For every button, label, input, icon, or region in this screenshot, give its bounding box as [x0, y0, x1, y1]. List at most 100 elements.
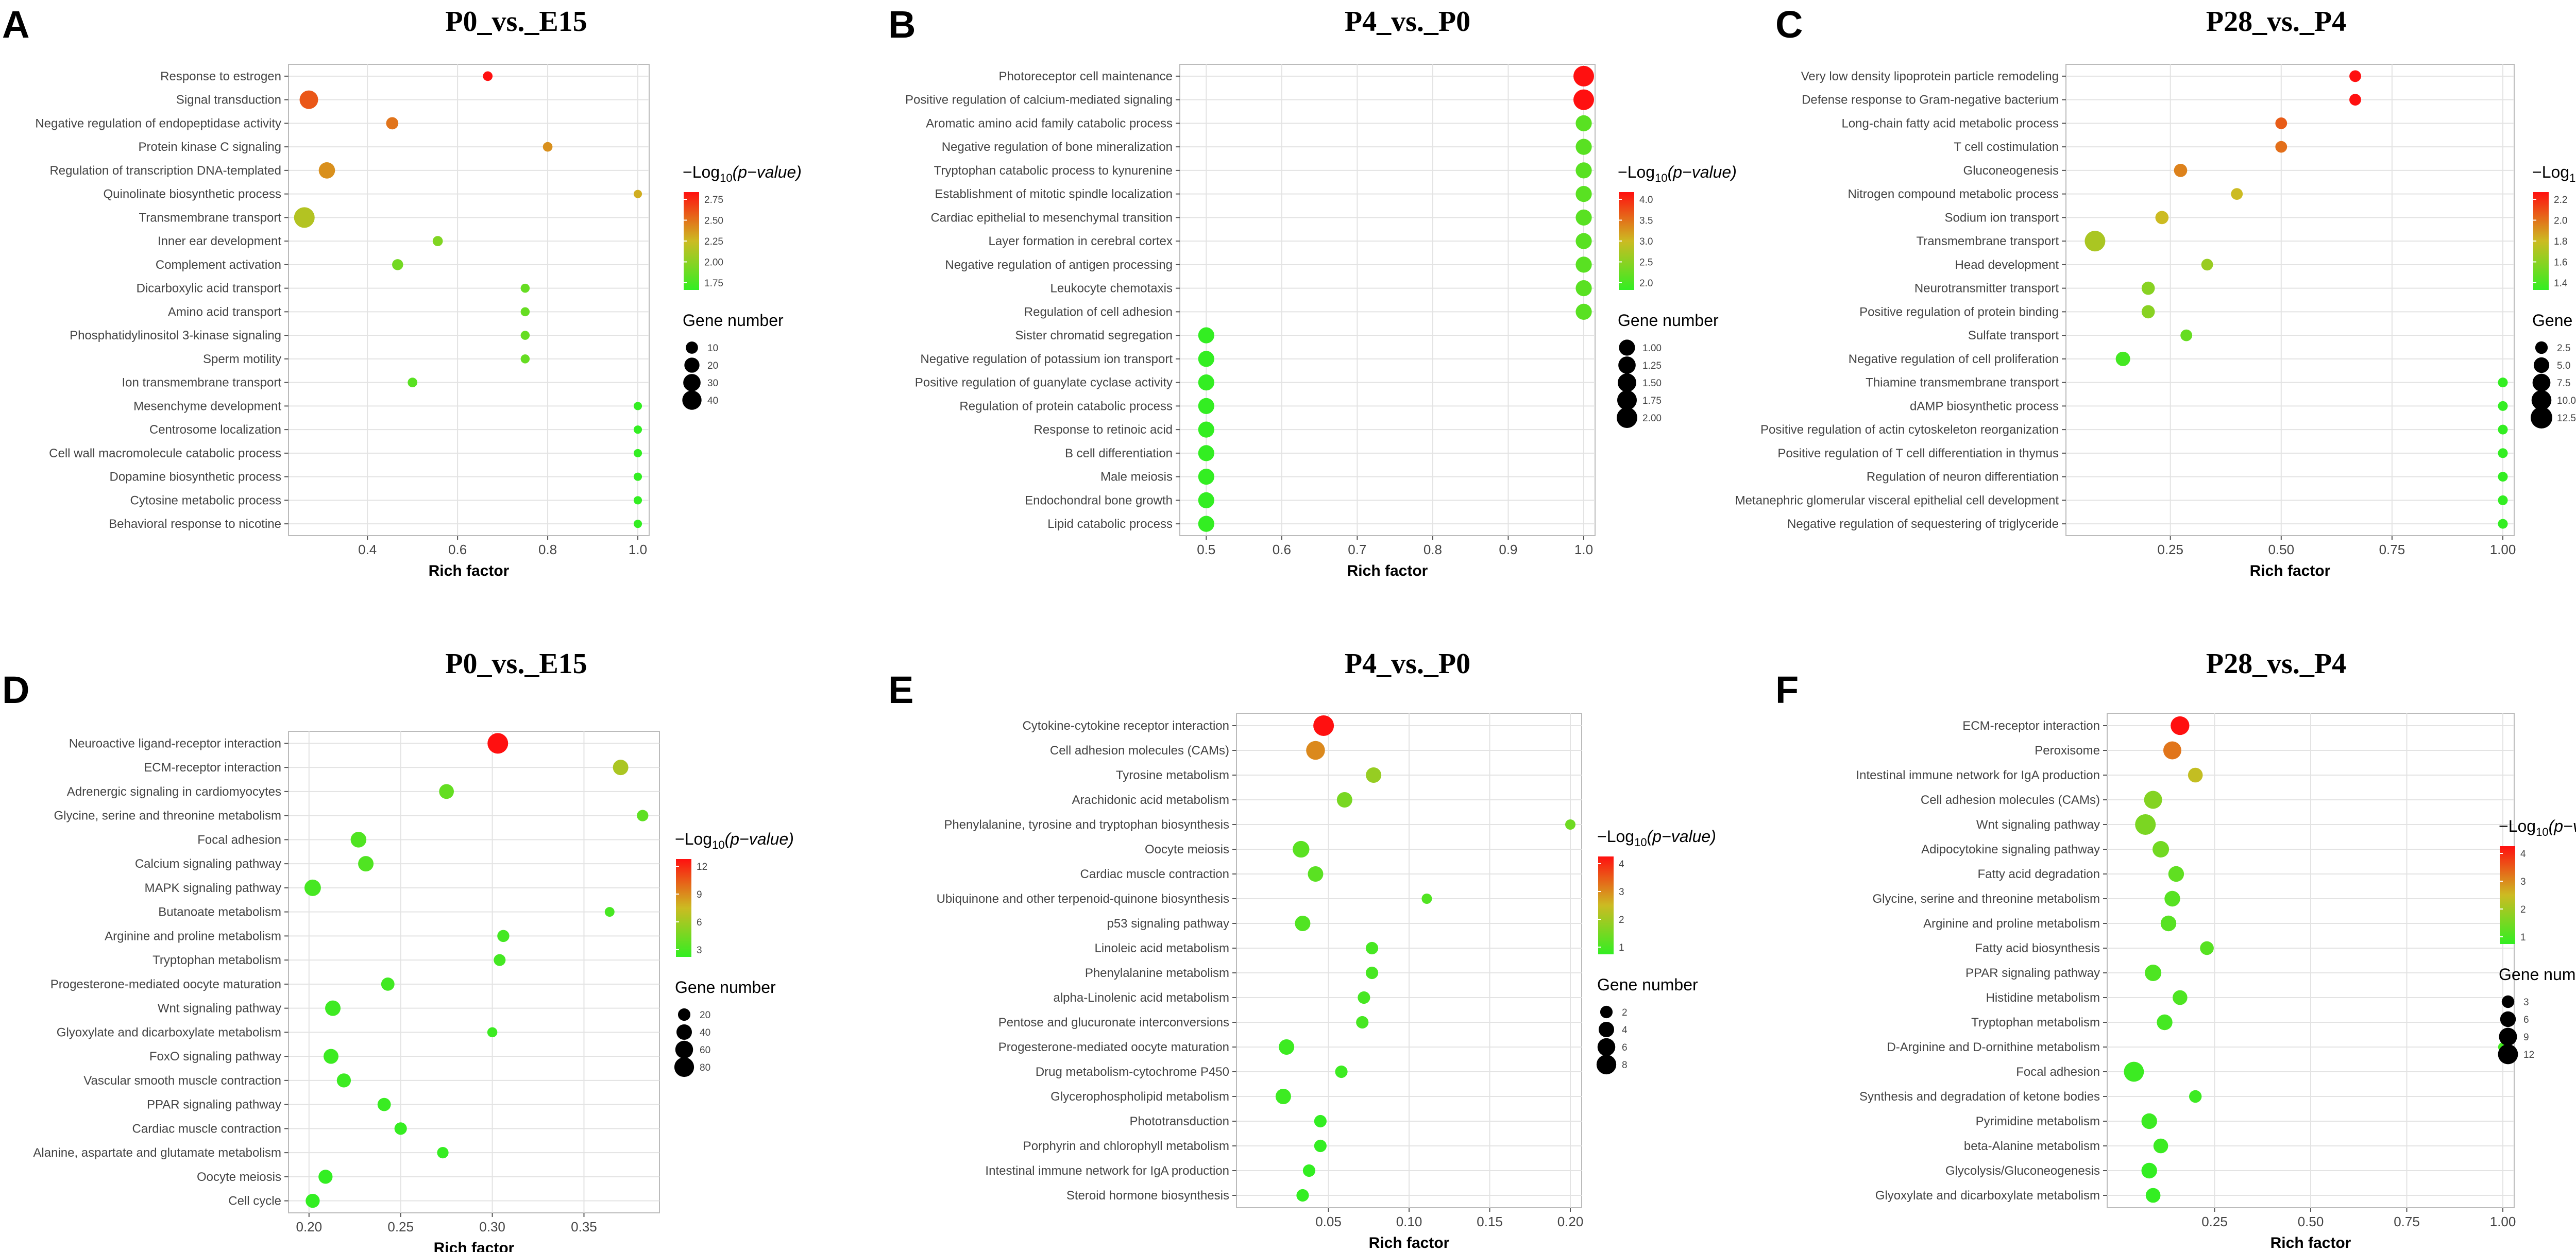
data-point — [1306, 741, 1325, 760]
legend-color-tick-label: 3.5 — [1639, 216, 1653, 227]
data-point — [1565, 819, 1575, 830]
legend-size-dot — [2498, 1044, 2518, 1065]
x-tick-label: 1.0 — [1574, 542, 1593, 557]
x-tick-label: 0.15 — [1477, 1214, 1503, 1229]
term-label: Signal transduction — [176, 93, 281, 107]
data-point — [2115, 351, 2130, 366]
data-point — [2349, 94, 2361, 106]
legend-color-title: −Log10(p−value) — [683, 163, 802, 184]
term-label: Transmembrane transport — [139, 211, 281, 225]
data-point — [386, 117, 399, 130]
term-label: Sulfate transport — [1968, 329, 2059, 342]
data-point — [2164, 890, 2180, 907]
x-tick-label: 0.25 — [2157, 542, 2183, 557]
term-label: Response to retinoic acid — [1034, 423, 1173, 437]
term-label: Positive regulation of protein binding — [1859, 305, 2059, 319]
term-label: Dopamine biosynthetic process — [109, 470, 281, 484]
term-label: Phenylalanine metabolism — [1085, 966, 1229, 980]
x-tick-label: 0.6 — [1273, 542, 1291, 557]
legend-color-tick-label: 4 — [2520, 849, 2526, 860]
legend-color-tick-label: 1.6 — [2554, 258, 2567, 268]
term-label: Defense response to Gram-negative bacter… — [1802, 93, 2059, 107]
legend-size-dot — [2501, 995, 2515, 1008]
x-tick-label: 0.5 — [1197, 542, 1215, 557]
legend-size-dot — [2531, 407, 2552, 428]
term-label: B cell differentiation — [1065, 447, 1173, 460]
term-label: Nitrogen compound metabolic process — [1848, 187, 2059, 201]
data-point — [2171, 716, 2190, 735]
legend-color-tick-label: 2.2 — [2554, 195, 2567, 205]
data-point — [520, 307, 530, 317]
term-label: Drug metabolism-cytochrome P450 — [1036, 1065, 1229, 1079]
data-point — [299, 90, 318, 109]
data-point — [336, 1073, 351, 1088]
legend-size-dot — [2531, 390, 2552, 410]
data-point — [2160, 915, 2177, 932]
data-point — [323, 1049, 338, 1064]
term-label: Tryptophan catabolic process to kynureni… — [934, 164, 1173, 178]
data-point — [1198, 421, 1214, 438]
x-tick-label: 0.9 — [1499, 542, 1517, 557]
legend-color-title-sub: 10 — [2536, 826, 2548, 838]
term-label: Cardiac muscle contraction — [1080, 867, 1229, 881]
data-point — [1198, 398, 1214, 414]
legend-size-dot — [2535, 341, 2548, 354]
legend-size-dot — [2533, 357, 2550, 373]
term-label: PPAR signaling pathway — [1965, 966, 2100, 980]
data-point — [497, 930, 510, 942]
legend-color-title-end: (p−value) — [2549, 817, 2576, 835]
data-point — [1573, 89, 1594, 110]
term-label: Wnt signaling pathway — [1976, 818, 2100, 832]
term-label: Synthesis and degradation of ketone bodi… — [1859, 1090, 2100, 1104]
legend-size-label: 20 — [707, 361, 718, 371]
term-label: Inner ear development — [158, 234, 281, 248]
term-label: Linoleic acid metabolism — [1095, 941, 1229, 955]
legend-size-label: 1.50 — [1642, 378, 1662, 389]
legend-color-tick-label: 1 — [1619, 942, 1624, 953]
term-label: Aromatic amino acid family catabolic pro… — [926, 116, 1173, 130]
data-point — [1198, 469, 1214, 485]
term-label: Layer formation in cerebral cortex — [989, 234, 1173, 248]
data-point — [1575, 139, 1592, 155]
term-label: Negative regulation of cell proliferatio… — [1849, 352, 2059, 366]
term-label: Histidine metabolism — [1986, 991, 2100, 1005]
data-point — [2498, 378, 2508, 388]
data-point — [2201, 259, 2213, 271]
term-label: Response to estrogen — [160, 70, 281, 83]
term-label: FoxO signaling pathway — [149, 1050, 281, 1064]
data-point — [1279, 1039, 1295, 1055]
data-point — [358, 856, 374, 872]
x-tick-label: 0.6 — [448, 542, 467, 557]
legend-color-title: −Log10(p−value) — [1618, 163, 1737, 184]
panel-letter: E — [888, 668, 913, 711]
data-point — [381, 977, 395, 991]
term-label: Progesterone-mediated oocyte maturation — [50, 977, 281, 991]
legend-size-dot — [2499, 1027, 2517, 1046]
data-point — [2141, 281, 2155, 295]
legend-color-tick-label: 1.75 — [704, 278, 723, 289]
data-point — [487, 1027, 498, 1038]
legend-size-dot — [1596, 1054, 1617, 1075]
legend-color-tick-label: 2.0 — [2554, 216, 2567, 227]
legend-color-tick-label: 9 — [697, 889, 702, 900]
term-label: Negative regulation of sequestering of t… — [1787, 517, 2059, 531]
x-tick-label: 0.10 — [1396, 1214, 1422, 1229]
term-label: Ubiquinone and other terpenoid-quinone b… — [937, 892, 1229, 906]
data-point — [2135, 814, 2156, 835]
x-tick-label: 0.8 — [538, 542, 557, 557]
legend-size-label: 5.0 — [2557, 361, 2570, 371]
legend-color-tick-label: 1 — [2520, 932, 2526, 943]
data-point — [520, 354, 530, 364]
term-label: Male meiosis — [1100, 470, 1173, 484]
term-label: Metanephric glomerular visceral epitheli… — [1735, 493, 2059, 507]
legend-size-label: 9 — [2523, 1032, 2529, 1043]
data-point — [633, 496, 642, 505]
legend-color-tick-label: 2.5 — [1639, 258, 1653, 268]
legend-size-dot — [677, 1008, 691, 1021]
term-label: Fatty acid degradation — [1978, 867, 2100, 881]
term-label: Glycine, serine and threonine metabolism — [1872, 892, 2100, 906]
data-point — [2157, 1014, 2173, 1031]
legend-size-label: 40 — [700, 1027, 710, 1038]
legend-size-title: Gene number — [675, 978, 776, 997]
legend-size-dot — [1618, 356, 1636, 374]
